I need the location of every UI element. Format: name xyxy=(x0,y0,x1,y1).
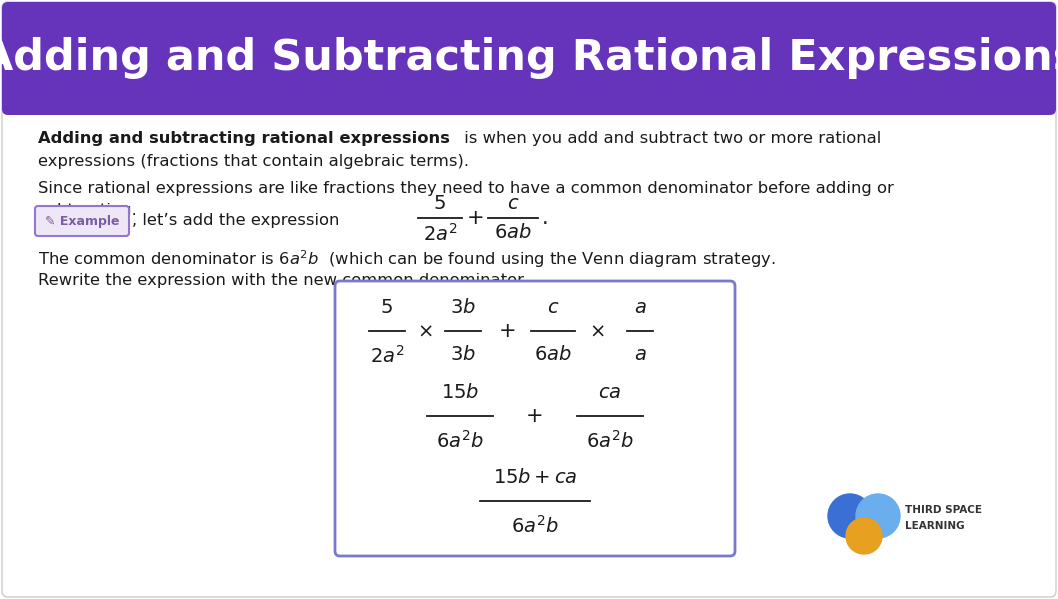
Text: $c$: $c$ xyxy=(507,194,519,213)
Circle shape xyxy=(828,494,872,538)
Text: subtracting.: subtracting. xyxy=(38,203,136,218)
Text: THIRD SPACE: THIRD SPACE xyxy=(905,505,982,515)
Text: +: + xyxy=(499,321,516,341)
Text: $6ab$: $6ab$ xyxy=(534,345,572,364)
Text: $c$: $c$ xyxy=(547,298,560,317)
Circle shape xyxy=(846,518,882,554)
Text: $15b + ca$: $15b + ca$ xyxy=(493,468,578,487)
Text: ✎ Example: ✎ Example xyxy=(44,214,120,228)
Text: $6ab$: $6ab$ xyxy=(494,223,532,242)
FancyBboxPatch shape xyxy=(35,206,129,236)
FancyBboxPatch shape xyxy=(335,281,735,556)
Text: .: . xyxy=(542,208,549,228)
Text: $ca$: $ca$ xyxy=(599,383,622,402)
Text: $2a^2$: $2a^2$ xyxy=(369,345,404,367)
Text: The common denominator is $6a^2b$  (which can be found using the Venn diagram st: The common denominator is $6a^2b$ (which… xyxy=(38,248,776,270)
Text: $3b$: $3b$ xyxy=(450,298,476,317)
Text: 5: 5 xyxy=(434,194,446,213)
Circle shape xyxy=(856,494,900,538)
Text: +: + xyxy=(468,208,485,228)
Text: Adding and subtracting rational expressions: Adding and subtracting rational expressi… xyxy=(38,131,450,146)
Text: Since rational expressions are like fractions they need to have a common denomin: Since rational expressions are like frac… xyxy=(38,181,894,196)
Text: +: + xyxy=(526,406,544,426)
Text: , let’s add the expression: , let’s add the expression xyxy=(132,213,340,228)
Text: 5: 5 xyxy=(381,298,394,317)
Text: $6a^2b$: $6a^2b$ xyxy=(586,430,634,452)
FancyBboxPatch shape xyxy=(2,2,1056,115)
Text: $a$: $a$ xyxy=(634,345,646,364)
Text: $2a^2$: $2a^2$ xyxy=(423,223,457,245)
Text: expressions (fractions that contain algebraic terms).: expressions (fractions that contain alge… xyxy=(38,154,469,169)
Text: $\times$: $\times$ xyxy=(417,322,433,340)
Text: is when you add and subtract two or more rational: is when you add and subtract two or more… xyxy=(459,131,881,146)
Text: $a$: $a$ xyxy=(634,298,646,317)
Text: $6a^2b$: $6a^2b$ xyxy=(511,515,559,537)
Text: $3b$: $3b$ xyxy=(450,345,476,364)
Text: Rewrite the expression with the new common denominator.: Rewrite the expression with the new comm… xyxy=(38,273,528,288)
Text: $15b$: $15b$ xyxy=(441,383,479,402)
Text: $6a^2b$: $6a^2b$ xyxy=(436,430,484,452)
Text: $\times$: $\times$ xyxy=(588,322,604,340)
Text: LEARNING: LEARNING xyxy=(905,521,965,531)
Text: Adding and Subtracting Rational Expressions: Adding and Subtracting Rational Expressi… xyxy=(0,37,1058,79)
